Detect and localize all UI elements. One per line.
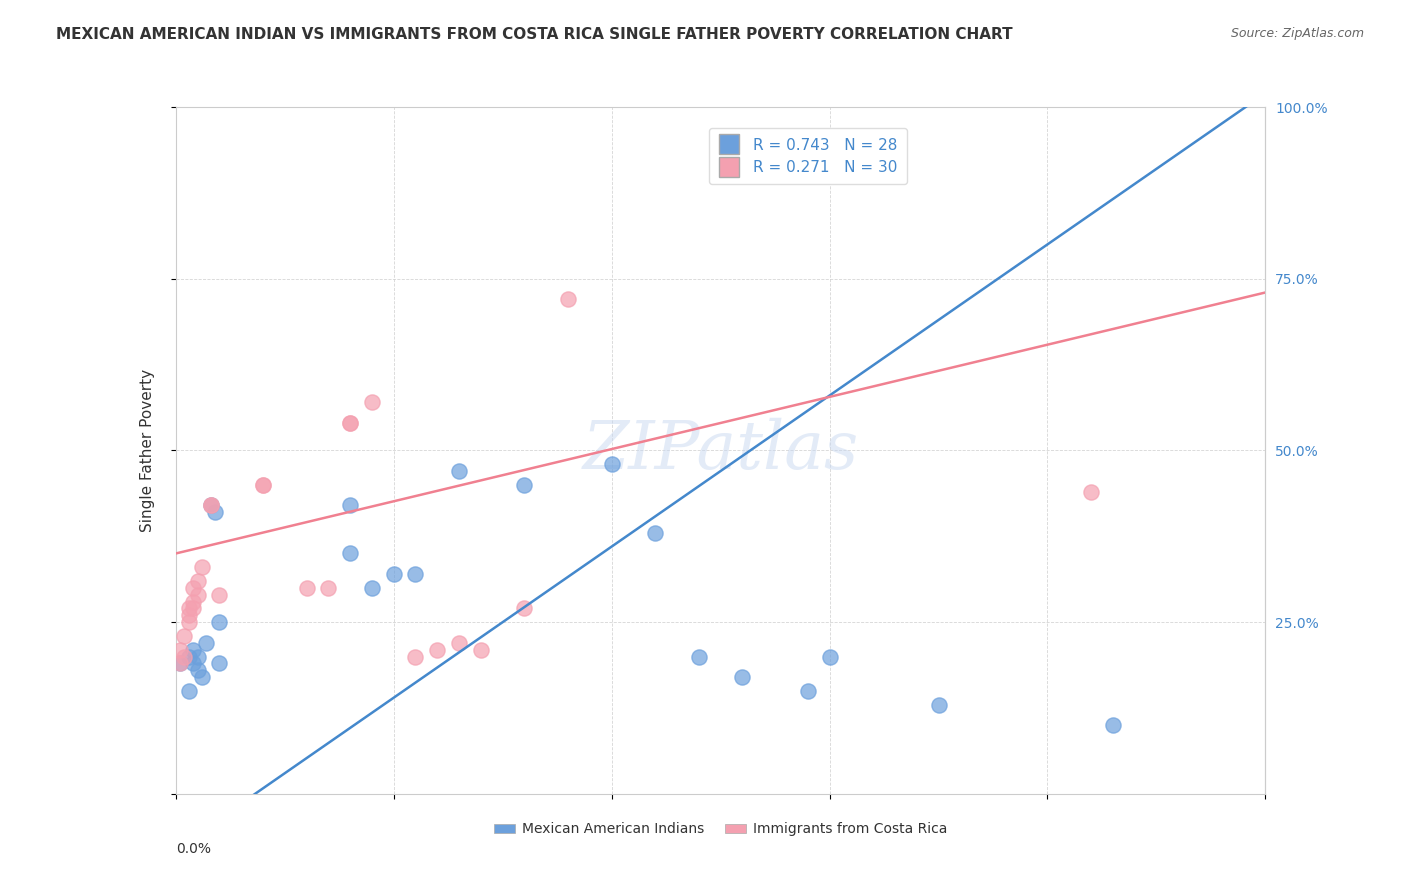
Point [208,615,231,630]
Point [200,499,222,513]
Legend: Mexican American Indians, Immigrants from Costa Rica: Mexican American Indians, Immigrants fro… [488,817,953,842]
Point [177,601,200,615]
Point [181,594,204,608]
Point [173,649,195,664]
Text: MEXICAN AMERICAN INDIAN VS IMMIGRANTS FROM COSTA RICA SINGLE FATHER POVERTY CORR: MEXICAN AMERICAN INDIAN VS IMMIGRANTS FR… [56,27,1012,42]
Point [169,657,191,671]
Point [928,698,950,712]
Point [318,581,340,595]
Point [513,478,536,492]
Point [405,649,427,664]
Point [557,293,579,307]
Point [186,574,209,588]
Point [688,649,710,664]
Point [186,588,209,602]
Point [177,615,200,630]
Point [426,642,449,657]
Point [339,546,361,561]
Y-axis label: Single Father Poverty: Single Father Poverty [141,369,155,532]
Point [447,464,470,478]
Point [339,499,361,513]
Point [204,505,226,519]
Point [208,657,231,671]
Point [339,416,361,430]
Point [181,642,204,657]
Point [447,636,470,650]
Point [360,395,382,409]
Point [186,649,209,664]
Point [382,567,405,582]
Point [295,581,318,595]
Text: Source: ZipAtlas.com: Source: ZipAtlas.com [1230,27,1364,40]
Point [796,683,818,698]
Point [731,670,754,684]
Point [470,642,492,657]
Point [200,499,222,513]
Point [600,457,623,471]
Point [1080,484,1102,499]
Point [200,499,222,513]
Point [252,478,274,492]
Point [818,649,841,664]
Point [177,649,200,664]
Text: 0.0%: 0.0% [176,842,211,856]
Point [181,581,204,595]
Point [252,478,274,492]
Text: ZIPatlas: ZIPatlas [582,417,859,483]
Point [177,683,200,698]
Point [169,657,191,671]
Point [1102,718,1125,732]
Point [173,629,195,643]
Point [177,608,200,623]
Point [360,581,382,595]
Point [181,601,204,615]
Point [208,588,231,602]
Point [513,601,536,615]
Point [169,642,191,657]
Point [191,670,214,684]
Point [405,567,427,582]
Point [339,416,361,430]
Point [181,657,204,671]
Point [195,636,218,650]
Point [191,560,214,574]
Point [186,663,209,677]
Point [644,525,666,540]
